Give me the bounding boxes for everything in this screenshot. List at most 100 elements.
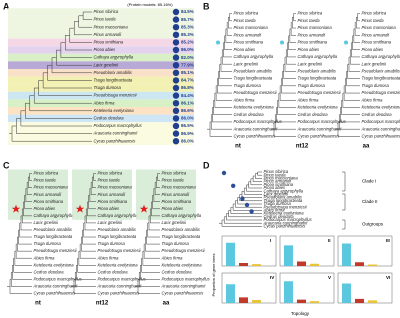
species-label: Podocarpus macrophyllus	[298, 119, 347, 124]
branch	[69, 28, 92, 43]
species-label: Araucaria cunninghamii	[263, 220, 309, 225]
clade-bracket	[342, 219, 346, 230]
busco-dot	[172, 39, 180, 46]
species-label: Cycas panzhihuaensis	[162, 291, 205, 296]
branch	[90, 182, 96, 195]
branch	[47, 65, 92, 81]
branch	[25, 103, 92, 119]
branch	[145, 237, 160, 252]
branch	[25, 188, 32, 202]
species-label: Pinus taeda	[264, 172, 287, 177]
species-label: Pseudotsuga menziesii	[94, 93, 138, 98]
branch	[147, 222, 160, 238]
species-label: Picea abies	[362, 47, 385, 52]
busco-dot	[172, 24, 180, 31]
species-label: Cycas panzhihuaensis	[94, 138, 137, 143]
species-label: Pseudolarix amabilis	[34, 227, 73, 232]
branch	[11, 126, 92, 142]
branch	[24, 195, 32, 210]
branch	[60, 42, 92, 58]
clade-band	[8, 76, 194, 85]
busco-value: 86.0%	[181, 138, 194, 143]
branch	[235, 200, 262, 208]
species-label: Araucaria cunninghamii	[93, 131, 139, 136]
branch	[13, 258, 32, 273]
busco-value: 86.0%	[181, 116, 194, 121]
busco-dot	[172, 69, 180, 77]
bar	[297, 261, 306, 266]
species-label: Pinus sibirica	[98, 171, 123, 176]
subplot-frame	[337, 235, 393, 267]
topology-label: II	[328, 238, 331, 243]
species-label: Pseudolarix amabilis	[264, 195, 303, 200]
species-label: Larix gmelinii	[94, 62, 120, 67]
branch	[221, 49, 232, 65]
branch	[28, 177, 32, 188]
branch	[85, 208, 96, 224]
species-label: Pseudotsuga menziesii	[162, 248, 206, 253]
clade-band	[8, 91, 194, 100]
species-label: Cycas panzhihuaensis	[298, 133, 341, 138]
bar	[355, 298, 364, 303]
busco-value: 84.7%	[181, 78, 194, 83]
species-label: Tsuga dumosa	[264, 201, 292, 206]
busco-value: 85.3%	[181, 32, 194, 37]
branch	[33, 88, 92, 104]
branch	[15, 244, 32, 259]
species-label: Pinus armandii	[298, 32, 327, 37]
branch	[65, 35, 92, 51]
branch	[282, 71, 296, 87]
branch	[76, 265, 96, 280]
busco-dot	[172, 31, 180, 38]
topology-label: IV	[270, 275, 274, 280]
species-label: Picea smithiana	[34, 199, 64, 204]
species-label: Cedrus deodara	[298, 112, 329, 117]
branch	[42, 72, 92, 89]
branch	[214, 93, 232, 108]
branch	[143, 244, 160, 259]
branch	[250, 178, 262, 186]
branch	[79, 244, 96, 259]
species-label: Pinus armandii	[362, 32, 391, 37]
species-label: Tsuga dumosa	[98, 241, 126, 246]
branch	[255, 173, 262, 179]
species-label: Picea abies	[298, 47, 321, 52]
busco-dot	[172, 122, 180, 130]
species-label: Picea smithiana	[264, 182, 294, 187]
branch	[223, 216, 262, 224]
branch	[356, 17, 360, 29]
branch	[82, 12, 92, 20]
species-label: Cathaya argyrophylla	[94, 55, 134, 60]
species-label: Pinus armandii	[162, 192, 191, 197]
clade-band	[8, 15, 194, 24]
clade-band	[8, 84, 194, 92]
species-label: Picea abies	[34, 206, 57, 211]
branch	[279, 85, 296, 101]
species-label: Picea abies	[234, 47, 257, 52]
branch	[278, 93, 296, 108]
panel-label: C	[3, 160, 10, 170]
bar	[252, 300, 261, 303]
branch	[26, 182, 32, 195]
species-label: Pseudolarix amabilis	[162, 227, 201, 232]
species-label: Abies firma	[361, 97, 384, 102]
species-label: Pseudotsuga menziesii	[264, 204, 308, 209]
panel-label: B	[203, 1, 210, 11]
species-label: Cedrus deodara	[162, 269, 193, 274]
species-label: Podocarpus macrophyllus	[264, 217, 313, 222]
busco-value: 85.3%	[181, 24, 194, 29]
species-label: Tsuga dumosa	[34, 241, 62, 246]
panel-label: D	[203, 160, 210, 170]
species-label: Larix gmelinii	[34, 220, 60, 225]
species-label: Podocarpus macrophyllus	[234, 119, 283, 124]
node-marker	[344, 40, 348, 45]
star-marker	[11, 204, 21, 213]
species-label: Larix gmelinii	[162, 220, 188, 225]
busco-value: 86.1%	[181, 100, 194, 105]
species-label: Picea abies	[264, 185, 287, 190]
branch	[89, 188, 96, 202]
species-label: Pinus armandii	[98, 192, 127, 197]
tree-label: aa	[363, 144, 370, 150]
star-marker	[75, 204, 85, 213]
branch	[152, 195, 160, 210]
